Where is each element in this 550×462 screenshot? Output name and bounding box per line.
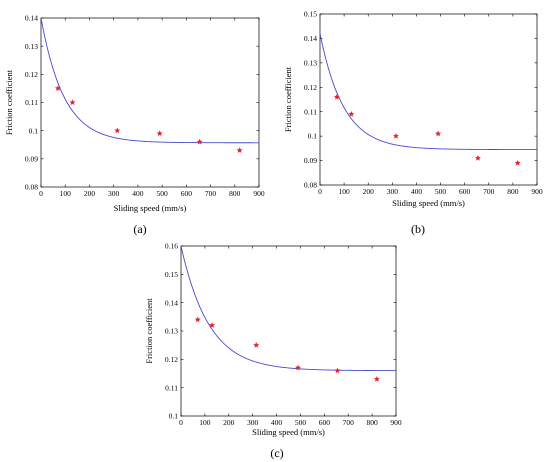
panels: 0 100 200 300 400 500 600 700 800 9000.080.090.10… (4, 10, 543, 460)
y-tick-label: 0.12 (304, 83, 317, 92)
y-axis-label: Friction coefficient (144, 298, 154, 364)
y-tick-label: 0.08 (304, 181, 317, 190)
data-point (156, 130, 163, 137)
data-point (333, 93, 340, 100)
y-tick-label: 0.15 (165, 270, 178, 279)
x-tick-label: 600 (319, 418, 331, 427)
y-tick-label: 0.16 (165, 242, 178, 251)
x-tick-label: 200 (363, 187, 375, 196)
panel-a: 0 100 200 300 400 500 600 700 800 900 0.08 0.09 0.1 0… (4, 14, 265, 236)
data-point (334, 367, 341, 374)
y-tick-label: 0.15 (304, 10, 317, 19)
y-tick-label: 0.08 (25, 183, 38, 192)
data-point (114, 127, 121, 134)
x-tick-label: 900 (531, 187, 543, 196)
x-tick-label: 400 (132, 189, 144, 198)
y-tick-label: 0.13 (165, 327, 178, 336)
y-tick-label: 0.13 (25, 42, 38, 51)
fit-curve (40, 17, 259, 144)
y-tick-label: 0.14 (165, 298, 178, 307)
x-tick-label: 0 (318, 187, 322, 196)
x-tick-label: 700 (205, 189, 217, 198)
data-point (392, 132, 399, 139)
y-tick-label: 0.11 (25, 98, 38, 107)
plot-frame (319, 13, 538, 186)
data-point (196, 138, 203, 145)
y-tick-label: 0.14 (304, 34, 317, 43)
x-tick-label: 600 (181, 189, 193, 198)
y-tick-label: 0.13 (304, 58, 317, 67)
y-axis-label: Friction coefficient (4, 69, 14, 135)
x-tick-label: 100 (60, 189, 72, 198)
x-tick-label: 200 (223, 418, 235, 427)
fit-curve (319, 33, 537, 151)
x-tick-label: 100 (338, 187, 350, 196)
x-tick-label: 500 (435, 187, 447, 196)
y-tick-label: 0.12 (165, 355, 178, 364)
x-tick-label: 700 (483, 187, 495, 196)
data-point (435, 130, 442, 137)
x-tick-label: 100 (199, 418, 211, 427)
x-tick-label: 800 (366, 418, 378, 427)
x-tick-label: 800 (507, 187, 519, 196)
x-tick-label: 900 (253, 189, 265, 198)
x-axis-label: Sliding speed (mm/s) (252, 427, 325, 437)
x-tick-label: 700 (343, 418, 355, 427)
x-tick-label: 400 (411, 187, 423, 196)
x-tick-label: 600 (459, 187, 471, 196)
x-tick-label: 900 (390, 418, 402, 427)
data-point (373, 375, 380, 382)
y-tick-label: 0.1 (169, 412, 179, 421)
x-tick-label: 500 (156, 189, 168, 198)
data-point (514, 159, 521, 166)
x-axis-label: Sliding speed (mm/s) (114, 203, 187, 213)
data-point (54, 85, 61, 91)
data-point (194, 316, 201, 323)
data-point (253, 341, 260, 348)
data-point (295, 364, 302, 371)
data-point (69, 99, 76, 106)
y-tick-label: 0.09 (25, 154, 38, 163)
x-tick-label: 400 (271, 418, 283, 427)
data-point (474, 154, 481, 161)
panel-label: (a) (133, 222, 146, 236)
y-tick-label: 0.11 (304, 107, 317, 116)
x-tick-label: 500 (295, 418, 307, 427)
data-point (348, 110, 355, 117)
x-axis-label: Sliding speed (mm/s) (392, 198, 465, 208)
y-tick-label: 0.1 (308, 132, 318, 141)
y-tick-label: 0.11 (165, 383, 178, 392)
data-point (209, 322, 216, 328)
fit-curve (180, 245, 396, 372)
x-tick-label: 800 (229, 189, 241, 198)
y-axis-label: Friction coefficient (283, 66, 293, 132)
x-tick-label: 300 (387, 187, 399, 196)
panel-c: 0 100 200 300 400 500 600 700 800 900 0.1 0.11 0.12 0… (144, 242, 402, 460)
y-tick-label: 0.1 (29, 126, 39, 135)
panel-label: (c) (270, 446, 283, 460)
x-tick-label: 300 (247, 418, 259, 427)
x-tick-label: 300 (108, 189, 120, 198)
panel-label: (b) (411, 222, 425, 236)
y-tick-label: 0.09 (304, 156, 317, 165)
y-tick-label: 0.14 (25, 14, 38, 23)
x-tick-label: 200 (84, 189, 96, 198)
x-tick-label: 0 (39, 189, 43, 198)
x-tick-label: 0 (179, 418, 183, 427)
data-point (236, 147, 243, 153)
panel-b: 0 100 200 300 400 500 600 700 800 900 0.08 0.09 0.1 0… (283, 10, 543, 236)
y-tick-label: 0.12 (25, 70, 38, 79)
